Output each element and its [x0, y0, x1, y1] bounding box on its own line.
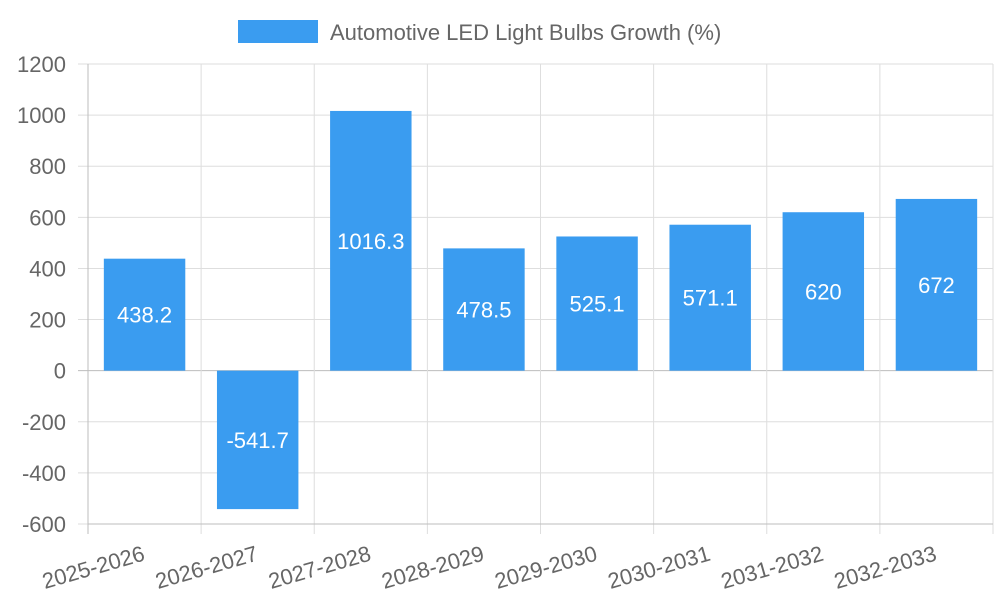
- x-axis-ticks: 2025-2026 2026-2027 2027-2028 2028-2029 2029…: [39, 541, 939, 594]
- bar-value-label: 438.2: [117, 303, 172, 328]
- bar-value-label: 525.1: [570, 292, 625, 317]
- bar: [782, 212, 865, 371]
- x-tick-label: 2029-2030: [492, 541, 600, 594]
- y-tick-label: -400: [22, 461, 66, 486]
- x-tick-label: 2032-2033: [831, 541, 939, 594]
- legend-swatch: [238, 20, 318, 43]
- bar-value-label: -541.7: [226, 428, 288, 453]
- y-tick-label: -600: [22, 512, 66, 537]
- x-tick-label: 2028-2029: [379, 541, 487, 594]
- x-tick-label: 2027-2028: [266, 541, 374, 594]
- bar-labels: 438.2 -541.7 1016.3 478.5 525.1 571.1 620 672: [117, 229, 955, 453]
- y-tick-label: 1000: [17, 103, 66, 128]
- y-tick-label: 800: [29, 154, 66, 179]
- bar: [443, 248, 525, 371]
- y-axis-ticks: 1200 1000 800 600 400 200 0 -200 -400 -600: [17, 52, 66, 537]
- x-tick-label: 2031-2032: [718, 541, 826, 594]
- x-tick-label: 2026-2027: [152, 541, 260, 594]
- y-tick-label: 0: [54, 359, 66, 384]
- legend: Automotive LED Light Bulbs Growth (%): [238, 20, 721, 45]
- x-tick-label: 2025-2026: [39, 541, 147, 594]
- x-tick-label: 2030-2031: [605, 541, 713, 594]
- bars: [103, 110, 978, 510]
- bar-value-label: 1016.3: [337, 229, 404, 254]
- bar: [895, 198, 978, 371]
- bar: [103, 258, 186, 371]
- bar: [556, 236, 638, 371]
- bar-value-label: 672: [918, 273, 955, 298]
- bar-value-label: 620: [805, 279, 842, 304]
- bar: [216, 370, 299, 510]
- y-tick-label: 400: [29, 256, 66, 281]
- grid: [78, 63, 994, 534]
- legend-label: Automotive LED Light Bulbs Growth (%): [330, 20, 721, 45]
- y-tick-label: -200: [22, 410, 66, 435]
- bar-value-label: 571.1: [683, 286, 738, 311]
- bar-value-label: 478.5: [456, 298, 511, 323]
- bar: [330, 110, 412, 371]
- y-tick-label: 600: [29, 205, 66, 230]
- y-tick-label: 200: [29, 308, 66, 333]
- bar: [669, 224, 751, 371]
- y-tick-label: 1200: [17, 52, 66, 77]
